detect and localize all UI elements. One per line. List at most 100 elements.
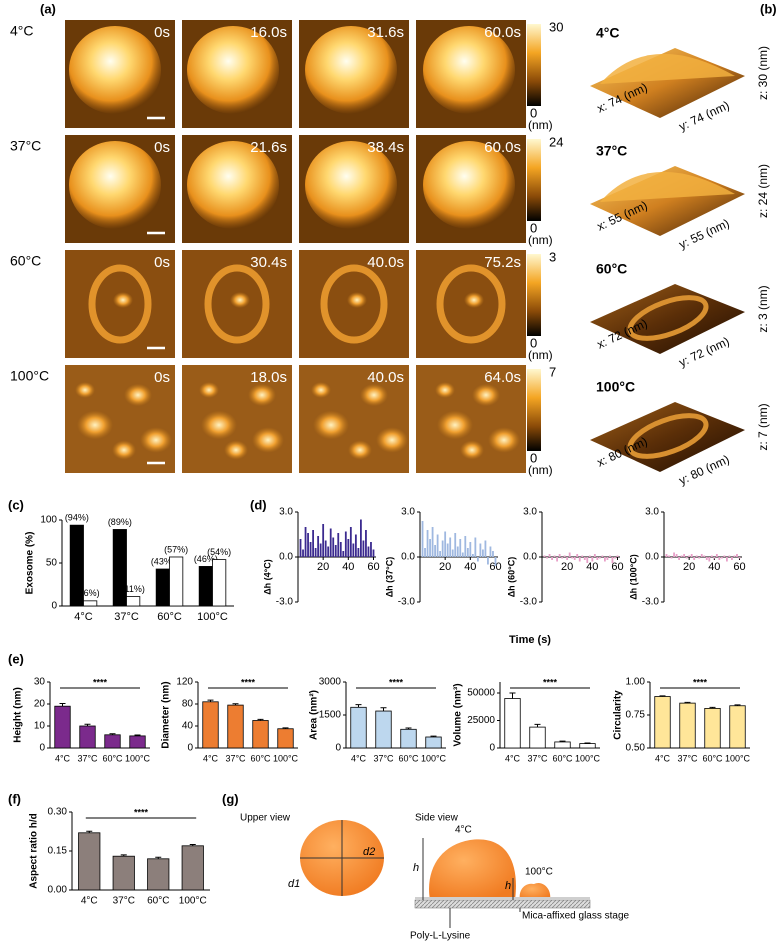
time-label: 16.0s [250,24,287,41]
exosome-4c [429,839,516,900]
y-tick-label: 0.75 [626,710,646,721]
bar [494,557,497,566]
afm-spot [376,427,408,453]
panel-label: (g) [222,791,239,806]
bar [466,548,469,557]
bar [604,557,606,562]
bar [546,557,548,559]
bar [729,705,746,749]
bar [670,557,673,559]
x-tick-label: 60 [733,561,745,573]
bar [654,696,671,749]
y-tick-label: 0.0 [645,552,659,563]
afm-spot [224,440,248,460]
dimension-label: d1 [288,878,300,890]
y-tick-label: -3.0 [398,597,416,608]
bar [688,555,691,557]
error-bar [684,701,691,704]
bar [611,557,614,563]
bar [474,537,477,557]
bar [322,524,325,557]
afm-spot [201,410,237,440]
afm-spot [77,410,113,440]
afm-ring [436,264,506,344]
time-label: 40.0s [367,254,404,271]
bar [586,557,589,563]
y-tick-label: 1500 [319,710,342,721]
y-axis-title: Volume (nm³) [453,683,464,746]
afm-spot [488,427,520,453]
afm-spot [199,382,219,398]
bar [360,519,362,557]
exosome-100c [519,882,551,900]
afm-spot [112,440,136,460]
bar [679,702,696,749]
bar [212,559,227,607]
afm-spot [248,383,276,407]
lysine-label: Poly-L-Lysine [410,931,471,942]
bar [129,735,146,749]
significance-label: **** [693,677,708,687]
colorbar-min: 0 [530,450,537,465]
y-tick-label: 0 [489,743,495,754]
y-tick-label: 0 [335,743,341,754]
x-tick-label: 100°C [179,896,207,907]
bar [614,557,616,559]
bar [504,698,521,749]
afm-particle [305,26,397,114]
y-tick-label: 3.0 [279,507,293,518]
bar [434,545,436,557]
bar [583,557,586,560]
bar [703,555,706,557]
bar [309,542,312,557]
bar [579,743,596,749]
bar [421,521,424,557]
afm-spot [435,382,455,398]
value-label: (89%) [108,517,132,527]
time-label: 38.4s [367,139,404,156]
temperature-label: 100°C [525,867,553,878]
value-label: (6%) [81,588,100,598]
bar [713,557,716,559]
bar [529,726,546,749]
error-bar [430,735,437,737]
x-tick-label: 4°C [81,896,98,907]
bar [332,537,335,557]
value-label: (11%) [121,584,144,594]
y-tick-label: 80 [182,699,194,710]
y-tick-label: 120 [176,677,193,688]
y-axis-title: Height (nm) [13,687,24,743]
afm-ring-inner [464,292,484,308]
error-bar [282,727,289,729]
colorbar [527,369,541,451]
colorbar-unit: (nm) [528,463,553,477]
colorbar [527,139,541,221]
bar [678,557,680,560]
afm-spot [360,383,388,407]
colorbar [527,24,541,106]
y-tick-label: 1.00 [626,677,646,688]
y-axis-title: Δh (37°C) [384,557,394,598]
x-tick-label: 60°C [250,753,271,763]
afm-ridge [627,413,709,459]
bar [683,554,686,557]
afm-ridge [627,295,709,341]
bar [350,706,367,749]
bar [354,534,357,557]
colorbar-min: 0 [530,335,537,350]
error-bar [509,692,516,699]
significance-label: **** [134,807,149,817]
lysine-layer [415,897,590,900]
afm-spot [124,383,152,407]
afm-ring-inner [230,292,250,308]
bar [718,557,721,560]
value-label: (57%) [164,544,188,554]
x-tick-label: 20 [439,561,451,573]
x-tick-label: 37°C [677,753,698,763]
value-label: (54%) [207,547,231,557]
bar [126,596,141,607]
bar [339,542,342,557]
error-bar [120,854,127,857]
bar [446,543,449,557]
y-axis-title: Δh (4°C) [262,559,272,595]
